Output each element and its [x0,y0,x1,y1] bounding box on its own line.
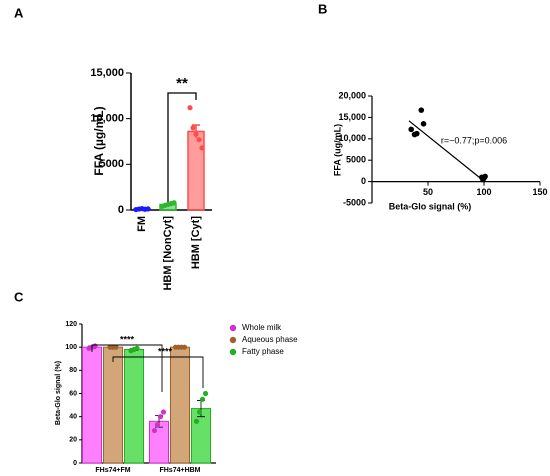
x-tick-label: FHs74+FM [95,467,130,474]
y-tick-label: 5000 [100,158,124,170]
data-point [199,145,205,151]
data-point [418,107,425,113]
panel-label: A [14,5,24,20]
data-point [171,200,177,206]
y-tick-label: 10,000 [90,113,124,125]
data-point [414,130,420,137]
y-tick-label: 0 [118,204,124,216]
y-tick-label: 0 [361,176,366,186]
y-tick-label: 10,000 [338,133,366,143]
x-tick-label: HBM [NonCyt] [162,216,174,291]
x-tick-label: FM [136,216,148,232]
x-tick-label: HBM [Cyt] [190,216,202,269]
y-tick-label: 100 [65,344,77,351]
data-point [482,173,488,180]
significance-bracket [91,344,163,392]
bar [170,346,190,464]
legend-label: Aqueous phase [242,335,298,344]
fit-line [408,120,486,183]
data-point [202,390,209,397]
data-point [196,137,202,143]
data-point [145,206,151,212]
x-tick-label: FHs74+HBM [159,467,200,474]
data-point [134,345,140,351]
y-tick-label: 15,000 [90,67,124,79]
data-point [190,125,196,131]
data-point [92,343,98,349]
data-point [154,422,161,428]
y-tick-label: 15,000 [338,112,366,122]
y-axis-label: FFA (ug/mL) [332,124,342,176]
y-tick-label: 40 [69,414,77,421]
legend-marker [229,324,237,332]
data-point [193,131,199,137]
bar [103,346,123,464]
bar [82,346,102,464]
legend-label: Fatty phase [242,347,284,356]
significance-label: **** [158,346,173,356]
legend-label: Whole milk [242,323,282,332]
significance-bracket [112,356,204,388]
legend-marker [229,348,237,356]
bar [124,348,144,464]
data-point [199,396,206,402]
bar [187,130,205,211]
data-point [181,344,188,350]
data-point [187,105,193,111]
x-axis-label: Beta-Glo signal (%) [389,201,472,211]
x-tick-label: 150 [532,187,547,197]
y-tick-label: -5000 [343,197,366,207]
data-point [113,344,119,350]
data-point [157,414,164,420]
annotation: r=−0.77;p=0.006 [441,135,507,145]
significance-bracket [167,92,197,202]
data-point [160,409,167,415]
bar [149,420,169,464]
y-axis-label: Beta-Glo signal (%) [55,361,62,425]
y-tick-label: 60 [69,390,77,397]
y-tick-label: 80 [69,367,77,374]
x-tick-label: 100 [476,187,491,197]
significance-label: ** [176,75,188,92]
x-tick-label: 50 [423,187,433,197]
panel-label: B [318,1,327,16]
y-tick-label: 0 [73,460,77,467]
y-axis-label: FFA (µg/mL) [92,106,106,175]
y-tick-label: 5000 [346,155,366,165]
data-point [408,126,415,133]
significance-label: **** [120,334,135,344]
data-point [193,418,200,424]
y-tick-label: 20,000 [338,90,366,100]
y-tick-label: 120 [65,321,77,328]
legend-marker [229,336,237,344]
data-point [151,427,158,434]
panel-label: C [14,289,24,304]
data-point [420,121,427,127]
y-tick-label: 20 [69,437,77,444]
data-point [196,409,203,415]
